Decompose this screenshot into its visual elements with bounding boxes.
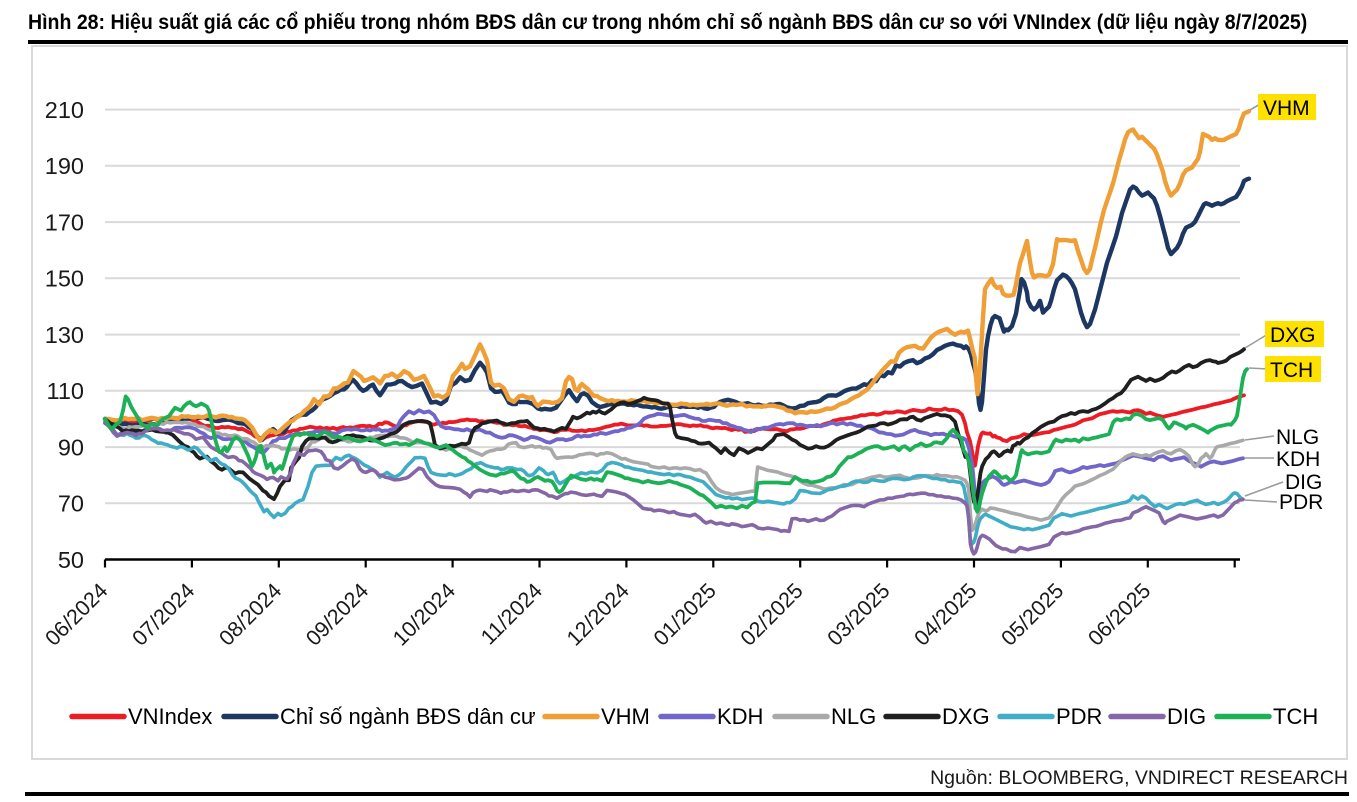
svg-text:190: 190 [45, 153, 84, 179]
svg-text:110: 110 [47, 378, 84, 404]
svg-text:170: 170 [45, 209, 84, 235]
svg-text:50: 50 [58, 547, 84, 573]
svg-text:VNIndex: VNIndex [128, 704, 212, 729]
svg-text:VHM: VHM [601, 704, 650, 729]
svg-text:KDH: KDH [717, 704, 763, 729]
svg-text:05/2025: 05/2025 [997, 579, 1069, 651]
svg-text:08/2024: 08/2024 [214, 579, 286, 651]
svg-text:150: 150 [45, 266, 84, 292]
svg-text:DXG: DXG [942, 704, 990, 729]
svg-text:09/2024: 09/2024 [301, 579, 373, 651]
svg-text:10/2024: 10/2024 [388, 579, 460, 651]
svg-text:NLG: NLG [831, 704, 876, 729]
svg-text:Chỉ số ngành BĐS dân cư: Chỉ số ngành BĐS dân cư [280, 704, 536, 729]
svg-text:DXG: DXG [1270, 324, 1316, 347]
svg-text:NLG: NLG [1276, 426, 1319, 449]
svg-text:02/2025: 02/2025 [736, 579, 808, 651]
svg-text:TCH: TCH [1270, 359, 1313, 382]
svg-text:12/2024: 12/2024 [562, 579, 634, 651]
svg-text:70: 70 [58, 491, 84, 517]
svg-text:210: 210 [45, 97, 84, 123]
svg-text:06/2025: 06/2025 [1083, 579, 1155, 651]
svg-text:PDR: PDR [1056, 704, 1102, 729]
svg-text:06/2024: 06/2024 [41, 579, 113, 651]
svg-text:04/2025: 04/2025 [910, 579, 982, 651]
svg-text:11/2024: 11/2024 [476, 579, 547, 650]
svg-text:03/2025: 03/2025 [823, 579, 895, 651]
svg-text:DIG: DIG [1167, 704, 1206, 729]
svg-text:PDR: PDR [1279, 491, 1323, 514]
svg-text:07/2024: 07/2024 [128, 579, 200, 651]
svg-text:90: 90 [58, 434, 84, 460]
svg-text:01/2025: 01/2025 [649, 579, 721, 651]
svg-text:KDH: KDH [1276, 448, 1320, 471]
svg-text:DIG: DIG [1285, 471, 1322, 494]
svg-text:TCH: TCH [1273, 704, 1318, 729]
svg-text:VHM: VHM [1263, 97, 1310, 120]
svg-text:130: 130 [45, 322, 84, 348]
